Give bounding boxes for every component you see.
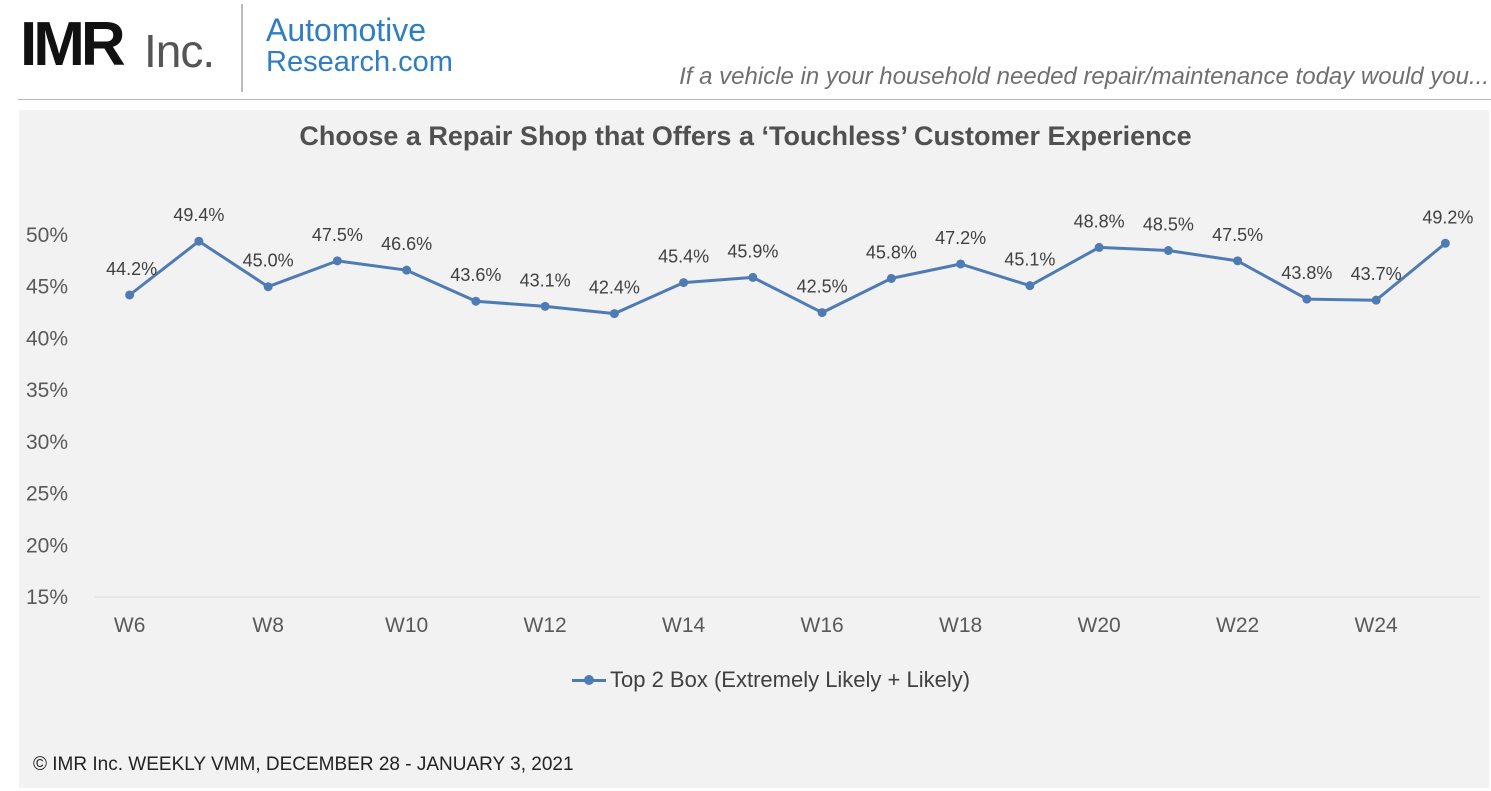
data-label: 48.8% (1074, 211, 1125, 231)
y-tick-label: 25% (26, 483, 68, 506)
data-label: 45.0% (243, 251, 294, 271)
data-label: 45.9% (727, 241, 778, 261)
x-tick-label: W8 (252, 614, 284, 637)
data-point (886, 273, 896, 283)
data-label: 45.1% (1004, 250, 1055, 270)
x-tick-label: W10 (385, 614, 428, 637)
data-point (609, 309, 619, 319)
logo-research-text: Research.com (266, 48, 453, 77)
x-axis-ticks: W6 W8 W10 W12 W14 W16 W18 W20 W22 W24 (114, 614, 1398, 637)
data-point (1094, 242, 1104, 252)
x-tick-label: W24 (1355, 614, 1399, 637)
logo-divider (241, 4, 243, 92)
data-point (471, 296, 481, 306)
data-point (402, 265, 412, 275)
legend-marker (570, 670, 608, 690)
x-tick-label: W12 (524, 614, 567, 637)
data-label: 47.5% (312, 225, 363, 245)
data-label: 45.8% (866, 242, 917, 262)
series-line (128, 239, 1447, 316)
data-label: 47.5% (1212, 225, 1263, 245)
logo-automotive-text: Automotive (266, 12, 427, 48)
data-label: 43.7% (1351, 264, 1402, 284)
x-tick-label: W22 (1216, 614, 1259, 637)
data-label: 49.4% (173, 205, 224, 225)
data-point (956, 259, 966, 269)
y-tick-label: 20% (26, 534, 68, 557)
data-label: 42.5% (797, 277, 848, 297)
data-point (1371, 295, 1381, 305)
y-tick-label: 30% (26, 431, 68, 454)
data-label: 49.2% (1422, 207, 1473, 227)
x-tick-label: W14 (662, 614, 706, 637)
survey-question: If a vehicle in your household needed re… (679, 63, 1489, 90)
data-point (1025, 281, 1035, 291)
chart-title: Choose a Repair Shop that Offers a ‘Touc… (299, 121, 1192, 151)
data-point (332, 256, 342, 266)
data-point (194, 236, 204, 246)
x-tick-label: W18 (939, 614, 982, 637)
data-point (679, 278, 689, 288)
data-label: 42.4% (589, 278, 640, 298)
y-tick-label: 15% (26, 586, 68, 609)
y-tick-label: 45% (26, 276, 68, 299)
data-point (1302, 294, 1312, 304)
x-tick-label: W20 (1078, 614, 1121, 637)
legend-label: Top 2 Box (Extremely Likely + Likely) (610, 667, 971, 692)
logo-research-word: Research. (266, 46, 399, 78)
data-point (817, 308, 827, 318)
y-tick-label: 40% (26, 327, 68, 350)
header-divider (18, 99, 1491, 100)
data-point (1163, 246, 1173, 256)
y-axis-ticks: 15% 20% 25% 30% 35% 40% 45% 50% (26, 224, 68, 609)
data-label: 43.6% (450, 265, 501, 285)
data-label: 48.5% (1143, 215, 1194, 235)
header: IMR Inc. Automotive Research.com If a ve… (0, 0, 1491, 100)
data-label: 43.1% (520, 270, 571, 290)
data-labels: 44.2% 49.4% 45.0% 47.5% 46.6% 43.6% 43.1% 42.4%… (106, 205, 1473, 297)
logo-imr-text: IMR (20, 10, 126, 79)
data-label: 45.4% (658, 247, 709, 267)
data-label: 44.2% (106, 259, 157, 279)
x-tick-label: W6 (114, 614, 146, 637)
data-label: 47.2% (935, 228, 986, 248)
data-point (1440, 238, 1450, 248)
x-tick-label: W16 (801, 614, 844, 637)
data-point (263, 282, 273, 292)
y-tick-label: 50% (26, 224, 68, 247)
data-point (748, 272, 758, 282)
chart-legend: Top 2 Box (Extremely Likely + Likely) (570, 666, 970, 694)
data-points (125, 236, 1450, 319)
data-label: 43.8% (1281, 263, 1332, 283)
chart-panel (19, 110, 1489, 788)
data-point (1233, 256, 1243, 266)
logo-inc-text: Inc. (144, 25, 215, 77)
data-point (540, 301, 550, 311)
logo-dotcom: com (398, 46, 453, 78)
data-point (125, 290, 135, 300)
copyright-footer: © IMR Inc. WEEKLY VMM, DECEMBER 28 - JAN… (33, 754, 574, 775)
data-label: 46.6% (381, 234, 432, 254)
y-tick-label: 35% (26, 379, 68, 402)
